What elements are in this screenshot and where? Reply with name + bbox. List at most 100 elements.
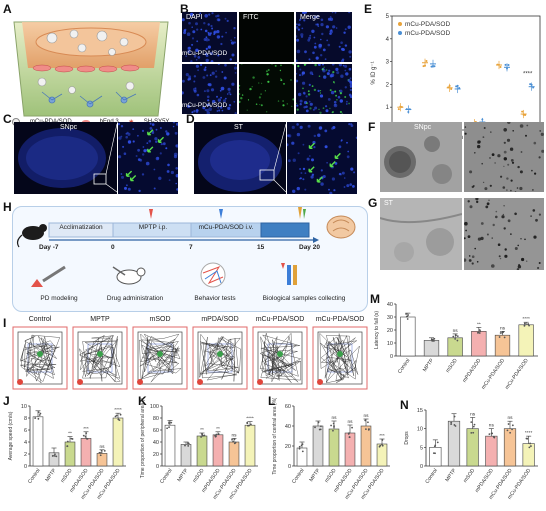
data-point [507, 423, 510, 425]
series-point [433, 65, 436, 68]
series-point [506, 67, 508, 70]
y-tick-label: 60 [153, 428, 159, 434]
bar-0 [32, 416, 44, 467]
bar-0 [429, 447, 442, 467]
y-tick-label: 0 [288, 464, 291, 470]
data-point [70, 437, 73, 440]
tem-texture-icon [380, 122, 462, 192]
row-label-2: mCu-PDA/SOD [182, 102, 228, 109]
category-label: mSOD [324, 467, 338, 483]
data-point [52, 454, 54, 457]
y-tick-label: 10 [21, 404, 27, 410]
step-behavior: Behavior tests [194, 295, 236, 302]
data-point [348, 432, 350, 435]
bar-1 [312, 425, 324, 467]
merge-cells-icon [296, 12, 352, 62]
y-tick-label: 5 [420, 445, 423, 451]
y-tick-label: 0 [390, 354, 393, 360]
bar-1 [447, 420, 461, 467]
category-label: Control [397, 358, 412, 375]
tem-snpc-zoom [464, 122, 544, 192]
category-label: Control [291, 468, 306, 485]
data-point [168, 426, 170, 429]
day-0: 0 [111, 244, 115, 251]
track-plot [12, 326, 68, 390]
series-point [522, 113, 525, 116]
chart-n-svg: 0 5 10 15 Drops Control MPTP ns mSOD ns mPDA/SOD ns… [404, 408, 538, 501]
series-point [499, 65, 502, 68]
y-tick-label: 100 [150, 404, 159, 410]
category-label: mSOD [462, 467, 476, 483]
dapi-image-row1: DAPI [182, 12, 237, 62]
bar-4 [96, 453, 108, 467]
significance-label: **** [114, 407, 122, 413]
bar-3 [80, 438, 92, 467]
st-overview-image: ST [194, 122, 286, 194]
dapi-cells-icon [182, 12, 237, 62]
merge-image-row1: Merge [296, 12, 352, 62]
chart-m-svg: 0 10 20 30 40 Latency to fall (s) Control MPTP n… [374, 302, 538, 391]
panel-label-m: M [370, 292, 380, 306]
series-point [450, 88, 453, 91]
dapi-cells-icon [182, 64, 237, 114]
y-tick-label: 1 [386, 105, 390, 111]
open-field-2: mSOD [132, 316, 188, 392]
significance-label: ns [231, 433, 237, 438]
significance-label: *** [379, 433, 385, 439]
syringe-red-icon [149, 209, 153, 219]
category-label: mPDA/SOD [474, 467, 495, 493]
dapi-image-row2 [182, 64, 237, 114]
data-point [314, 426, 316, 429]
timeline-svg [16, 207, 356, 288]
data-point [450, 423, 453, 426]
y-tick-label: 40 [285, 424, 291, 430]
data-point [499, 332, 502, 334]
y-tick-label: 80 [153, 416, 159, 422]
series-point [507, 64, 510, 67]
significance-label: **** [522, 316, 530, 322]
bar-3 [471, 330, 487, 357]
data-point [433, 337, 436, 340]
open-field-3: mPDA/SOD [192, 316, 248, 392]
data-point [232, 440, 234, 443]
panel-l-chart: 0 20 40 60 Time proportion of central area (… [270, 397, 396, 506]
data-point [530, 445, 532, 447]
bar-5 [518, 324, 534, 357]
data-point [351, 426, 353, 429]
significance-label: *** [83, 426, 89, 432]
bar-1 [48, 452, 60, 467]
series-point [456, 84, 459, 87]
data-point [473, 423, 476, 426]
series-point [397, 108, 400, 111]
data-point [523, 322, 526, 325]
data-point [503, 336, 506, 339]
data-point [406, 318, 409, 320]
panel-label-c: C [3, 112, 12, 126]
open-field-label: MPTP [90, 316, 110, 323]
series-point [447, 86, 450, 89]
data-point [479, 330, 482, 333]
data-point [217, 433, 220, 435]
data-point [184, 444, 186, 447]
panel-n-chart: 0 5 10 15 Drops Control MPTP ns mSOD ns mPDA/SOD ns… [402, 402, 544, 506]
data-point [66, 440, 69, 443]
data-point [85, 437, 88, 440]
y-tick-label: 60 [285, 404, 291, 410]
panel-label-k: K [138, 394, 147, 408]
data-point [407, 314, 409, 316]
y-tick-label: 10 [417, 427, 423, 433]
pd-modeling-icon [31, 265, 66, 287]
column-label-merge: Merge [300, 14, 320, 21]
bbb-illustration [13, 21, 169, 117]
data-point [472, 431, 475, 434]
data-point [523, 324, 526, 327]
data-point [233, 438, 236, 441]
y-tick-label: 40 [153, 440, 159, 446]
data-point [234, 441, 237, 444]
data-point [168, 421, 170, 424]
data-point [470, 421, 473, 424]
panel-label-a: A [3, 2, 12, 16]
data-point [301, 450, 304, 453]
data-point [378, 445, 381, 448]
panel-i-open-field-tracks: Control MPTP mSOD mPDA/SOD mCu-PDA/SOD mCu-PD… [12, 316, 368, 392]
